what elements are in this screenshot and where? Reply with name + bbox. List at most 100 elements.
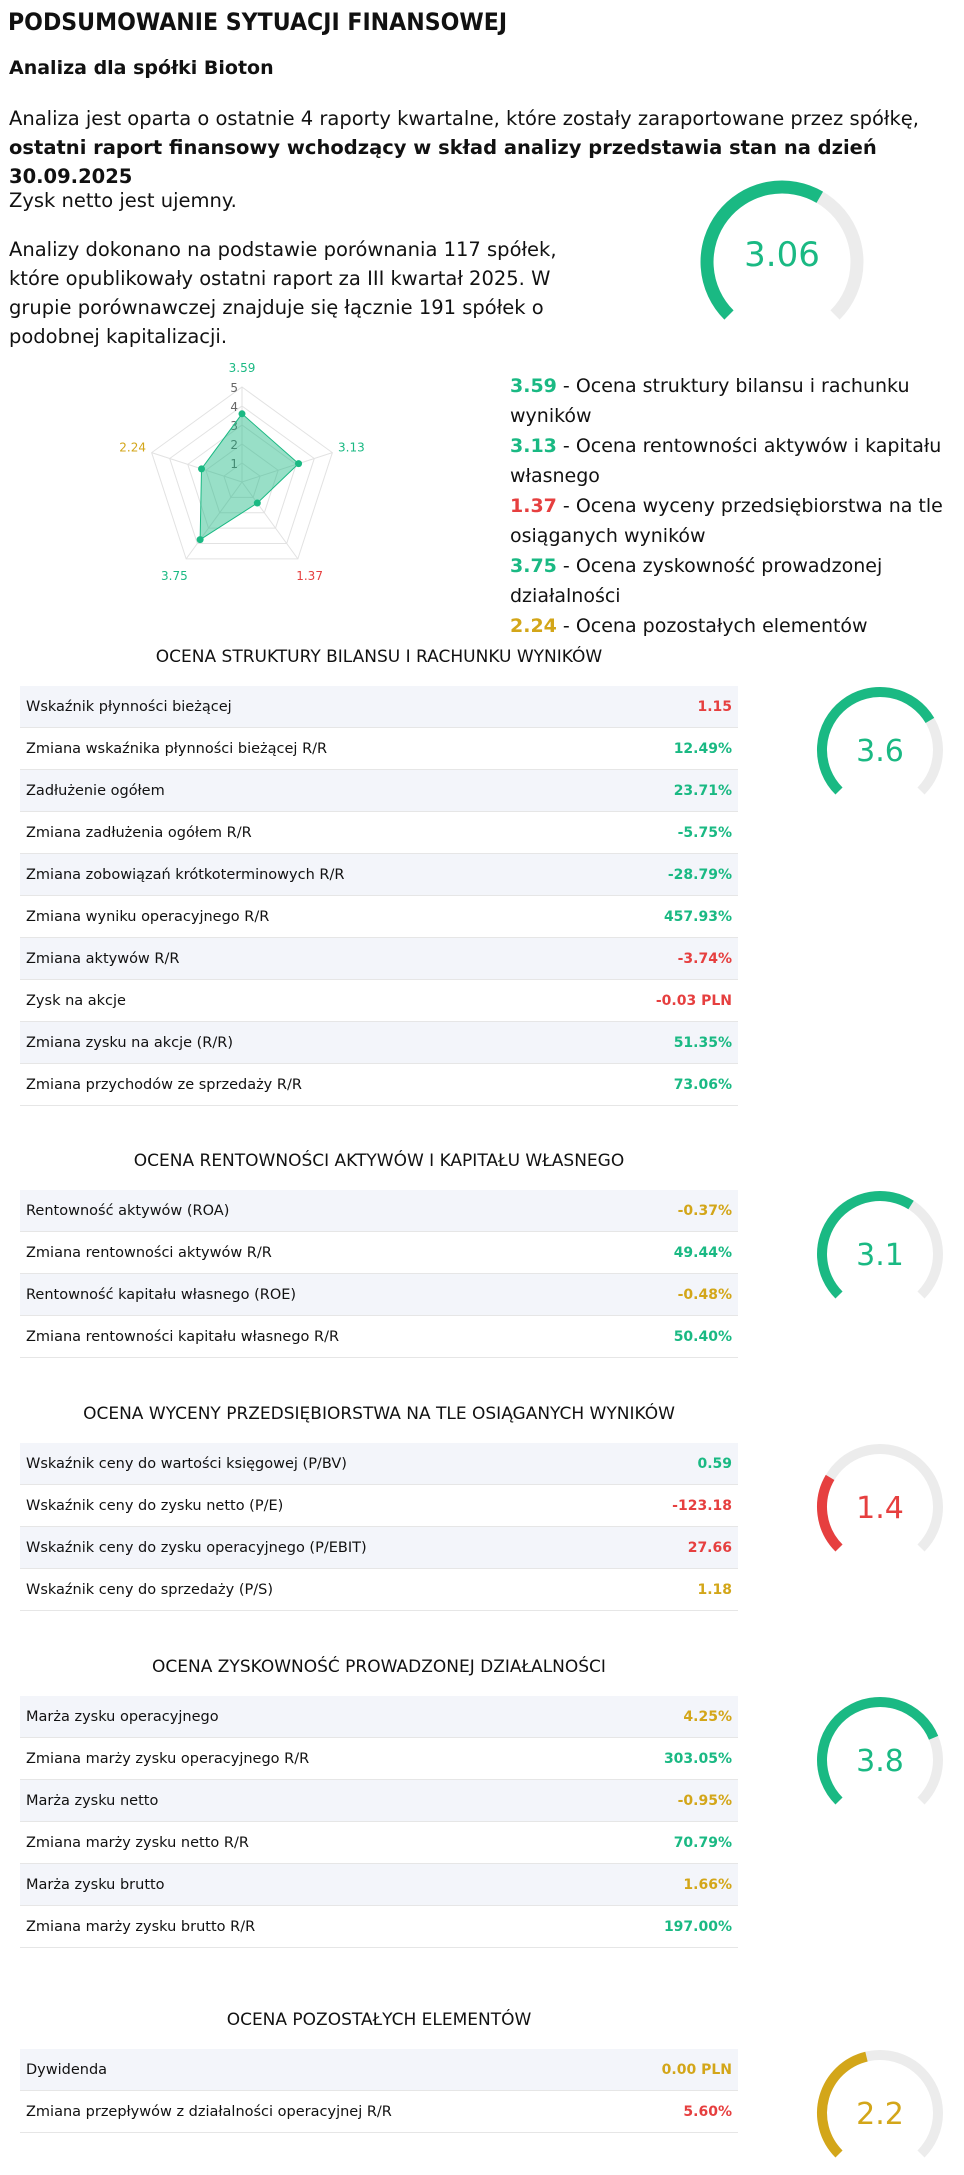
section-score-gauge: 3.1 xyxy=(817,1191,943,1299)
page-title: PODSUMOWANIE SYTUACJI FINANSOWEJ xyxy=(8,8,508,36)
legend-score: 3.13 xyxy=(510,435,557,457)
metric-value: 0.00 PLN xyxy=(609,2049,738,2091)
section-title: OCENA ZYSKOWNOŚĆ PROWADZONEJ DZIAŁALNOŚC… xyxy=(152,1657,606,1677)
radar-chart: 1 2 3 4 5 3.59 3.13 1.37 3.75 2.24 xyxy=(119,362,365,583)
metric-value: -5.75% xyxy=(586,811,738,854)
metric-label: Zmiana zysku na akcje (R/R) xyxy=(20,1021,587,1064)
metric-value: -0.37% xyxy=(610,1190,738,1232)
section-title: OCENA RENTOWNOŚCI AKTYWÓW I KAPITAŁU WŁA… xyxy=(133,1151,625,1171)
metric-value: 457.93% xyxy=(586,895,738,938)
radar-scale-label: 4 xyxy=(230,400,238,414)
table-row: Zmiana wyniku operacyjnego R/R 457.93% xyxy=(20,895,738,938)
gauge-fill xyxy=(817,686,935,795)
table-row: Zmiana marży zysku operacyjnego R/R 303.0… xyxy=(20,1737,738,1780)
metric-label: Zmiana rentowności kapitału własnego R/R xyxy=(20,1315,611,1358)
metrics-table: Wskaźnik ceny do wartości księgowej (P/B… xyxy=(20,1443,738,1611)
table-row: Zmiana przychodów ze sprzedaży R/R 73.06% xyxy=(20,1063,738,1106)
legend-item: 3.59 - Ocena struktury bilansu i rachunk… xyxy=(510,371,960,431)
metric-label: Zadłużenie ogółem xyxy=(20,769,587,812)
radar-value-label: 1.37 xyxy=(296,569,323,583)
intro-text: Analiza jest oparta o ostatnie 4 raporty… xyxy=(9,107,919,130)
legend-label: - Ocena rentowności aktywów i kapitału w… xyxy=(510,435,942,487)
radar-grid-ring xyxy=(151,386,333,560)
metric-value: 303.05% xyxy=(584,1737,738,1780)
legend-label: - Ocena pozostałych elementów xyxy=(556,615,868,637)
section-score-gauge: 1.4 xyxy=(817,1444,943,1552)
metrics-table: Marża zysku operacyjnego 4.25% Zmiana marż… xyxy=(20,1696,738,1948)
metric-value: 70.79% xyxy=(584,1821,738,1864)
legend-label: - Ocena wyceny przedsiębiorstwa na tle o… xyxy=(510,495,943,547)
legend-score: 2.24 xyxy=(510,615,557,637)
table-row: Zmiana zadłużenia ogółem R/R -5.75% xyxy=(20,811,738,854)
table-row: Rentowność kapitału własnego (ROE) -0.48% xyxy=(20,1273,738,1316)
table-row: Zysk na akcje -0.03 PLN xyxy=(20,979,738,1022)
metrics-table: Rentowność aktywów (ROA) -0.37% Zmiana ren… xyxy=(20,1190,738,1358)
radar-value-label: 3.59 xyxy=(229,362,256,375)
section-score-gauge: 2.2 xyxy=(817,2050,943,2158)
gauge-fill xyxy=(817,1191,914,1299)
metric-value: 27.66 xyxy=(616,1526,738,1569)
table-row: Zmiana aktywów R/R -3.74% xyxy=(20,937,738,980)
radar-value-label: 2.24 xyxy=(119,440,146,454)
legend-item: 1.37 - Ocena wyceny przedsiębiorstwa na … xyxy=(510,491,960,551)
metric-label: Wskaźnik ceny do zysku operacyjnego (P/E… xyxy=(20,1526,617,1569)
section-score-value: 3.1 xyxy=(856,1238,904,1273)
metric-value: 197.00% xyxy=(584,1905,738,1948)
metric-value: 73.06% xyxy=(586,1063,738,1106)
metric-value: 4.25% xyxy=(584,1696,738,1738)
company-subtitle: Analiza dla spółki Bioton xyxy=(9,57,274,79)
legend-score: 3.75 xyxy=(510,555,557,577)
metric-value: 1.15 xyxy=(586,686,738,728)
metric-value: 51.35% xyxy=(586,1021,738,1064)
overall-gauge-fill xyxy=(700,180,824,320)
table-row: Wskaźnik ceny do sprzedaży (P/S) 1.18 xyxy=(20,1568,738,1611)
radar-point xyxy=(238,410,246,418)
metric-label: Zmiana zobowiązań krótkoterminowych R/R xyxy=(20,853,587,896)
metric-label: Zmiana wyniku operacyjnego R/R xyxy=(20,895,587,938)
metric-value: -28.79% xyxy=(586,853,738,896)
gauge-fill xyxy=(817,2051,868,2158)
table-row: Zmiana rentowności aktywów R/R 49.44% xyxy=(20,1231,738,1274)
radar-point xyxy=(198,465,206,473)
table-row: Wskaźnik ceny do zysku netto (P/E) -123.1… xyxy=(20,1484,738,1527)
overall-score-gauge: 3.06 xyxy=(700,180,864,320)
radar-scale-label: 3 xyxy=(230,419,238,433)
metric-label: Rentowność kapitału własnego (ROE) xyxy=(20,1273,611,1316)
metric-label: Wskaźnik płynności bieżącej xyxy=(20,686,587,728)
table-row: Marża zysku operacyjnego 4.25% xyxy=(20,1696,738,1738)
metric-label: Wskaźnik ceny do wartości księgowej (P/B… xyxy=(20,1443,617,1485)
radar-scale-label: 1 xyxy=(230,457,238,471)
intro-date-text: ostatni raport finansowy wchodzący w skł… xyxy=(9,136,877,188)
table-row: Zmiana marży zysku netto R/R 70.79% xyxy=(20,1821,738,1864)
legend-label: - Ocena struktury bilansu i rachunku wyn… xyxy=(510,375,910,427)
metric-value: 49.44% xyxy=(610,1231,738,1274)
radar-scale-label: 5 xyxy=(230,381,238,395)
legend-item: 3.13 - Ocena rentowności aktywów i kapit… xyxy=(510,431,960,491)
metric-label: Zmiana rentowności aktywów R/R xyxy=(20,1231,611,1274)
table-row: Zadłużenie ogółem 23.71% xyxy=(20,769,738,812)
section-score-value: 2.2 xyxy=(856,2097,904,2132)
net-profit-note: Zysk netto jest ujemny. xyxy=(9,189,237,212)
metric-value: 0.59 xyxy=(616,1443,738,1485)
radar-axis xyxy=(185,481,243,560)
section-title: OCENA STRUKTURY BILANSU I RACHUNKU WYNIK… xyxy=(155,647,603,667)
metric-label: Zmiana marży zysku brutto R/R xyxy=(20,1905,585,1948)
metric-value: -0.95% xyxy=(584,1779,738,1822)
table-row: Zmiana zysku na akcje (R/R) 51.35% xyxy=(20,1021,738,1064)
radar-value-label: 3.75 xyxy=(161,569,188,583)
metric-label: Zmiana wskaźnika płynności bieżącej R/R xyxy=(20,727,587,770)
table-row: Wskaźnik ceny do zysku operacyjnego (P/E… xyxy=(20,1526,738,1569)
radar-axis xyxy=(241,452,333,483)
section-title: OCENA WYCENY PRZEDSIĘBIORSTWA NA TLE OSI… xyxy=(83,1404,675,1424)
legend-item: 2.24 - Ocena pozostałych elementów xyxy=(510,611,960,641)
table-row: Zmiana wskaźnika płynności bieżącej R/R 1… xyxy=(20,727,738,770)
metric-label: Zmiana marży zysku netto R/R xyxy=(20,1821,585,1864)
section-score-value: 3.8 xyxy=(856,1744,904,1779)
section-score-value: 1.4 xyxy=(856,1491,904,1526)
metric-value: 1.18 xyxy=(616,1568,738,1611)
metric-value: 1.66% xyxy=(584,1863,738,1906)
metric-label: Zmiana przepływów z działalności operacy… xyxy=(20,2090,610,2133)
radar-axis xyxy=(241,481,299,560)
gauge-fill xyxy=(817,1474,843,1552)
radar-value-label: 3.13 xyxy=(338,440,365,454)
